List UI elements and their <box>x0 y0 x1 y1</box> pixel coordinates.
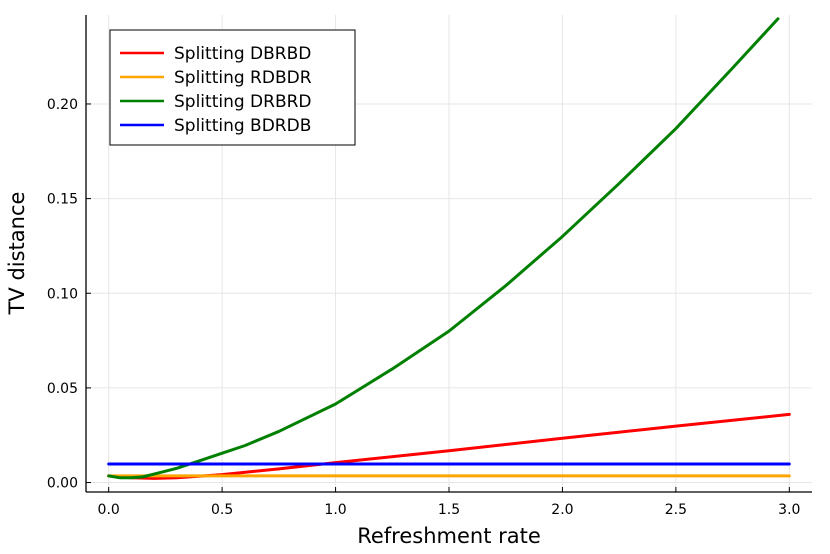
y-axis-label: TV distance <box>5 192 29 316</box>
x-tick-label: 0.5 <box>211 502 233 518</box>
y-tick-label: 0.00 <box>47 476 78 492</box>
legend-box <box>109 29 356 146</box>
y-tick-label: 0.05 <box>47 381 78 397</box>
y-tick-label: 0.10 <box>47 286 78 302</box>
legend: Splitting DBRBD Splitting RDBDR Splitting … <box>109 29 356 146</box>
x-ticks: 0.0 0.5 1.0 1.5 2.0 2.5 3.0 <box>98 487 800 518</box>
x-tick-label: 3.0 <box>778 502 800 518</box>
y-tick-label: 0.20 <box>47 97 78 113</box>
legend-label: Splitting BDRDB <box>174 116 311 136</box>
x-tick-label: 1.5 <box>438 502 460 518</box>
series-layer <box>107 17 791 480</box>
y-tick-label: 0.15 <box>47 192 78 208</box>
x-axis-label: Refreshment rate <box>357 524 541 548</box>
series-line-3 <box>107 17 780 480</box>
x-tick-label: 0.0 <box>98 502 120 518</box>
series-line-1 <box>107 412 791 480</box>
y-ticks: 0.00 0.05 0.10 0.15 0.20 <box>47 97 91 492</box>
legend-label: Splitting RDBDR <box>174 68 312 88</box>
legend-label: Splitting DBRBD <box>174 44 311 64</box>
x-tick-label: 1.0 <box>324 502 346 518</box>
x-tick-label: 2.0 <box>551 502 573 518</box>
x-tick-label: 2.5 <box>665 502 687 518</box>
legend-label: Splitting DRBRD <box>174 92 312 112</box>
